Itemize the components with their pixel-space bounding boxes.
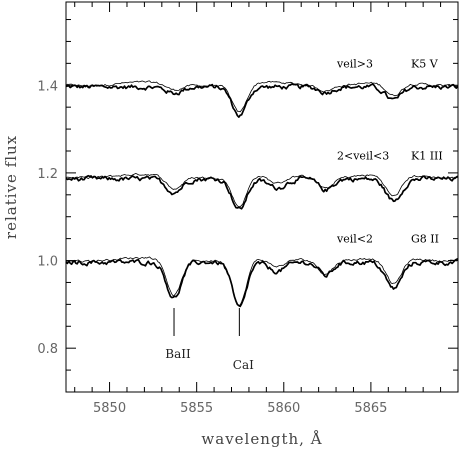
observed-spectrum-0 <box>65 83 459 118</box>
labels: veil>3 K5 V 2<veil<3 K1 III veil<2 G8 II BaII C… <box>165 57 442 372</box>
x-tick-label: 5850 <box>93 401 126 416</box>
veil-label: veil>3 <box>336 57 373 70</box>
template-label: G8 II <box>411 233 439 246</box>
y-axis-title: relative flux <box>2 135 20 239</box>
spectra-series <box>65 80 459 308</box>
template-label: K1 III <box>411 149 443 162</box>
observed-spectrum-1 <box>65 174 459 210</box>
template-spectrum-1 <box>65 172 458 208</box>
x-tick-label: 5865 <box>354 401 387 416</box>
y-tick-label: 1.4 <box>37 79 58 94</box>
plot-frame <box>65 1 459 393</box>
x-tick-label: 5855 <box>180 401 213 416</box>
x-tick-label: 5860 <box>267 401 300 416</box>
y-tick-label: 1.0 <box>37 255 58 270</box>
line-id-label: CaI <box>233 358 254 372</box>
template-spectrum-2 <box>65 256 458 306</box>
template-label: K5 V <box>411 57 439 70</box>
observed-spectrum-2 <box>65 258 459 308</box>
x-axis-title: wavelength, Å <box>201 430 322 448</box>
veil-label: veil<2 <box>336 233 373 246</box>
template-spectrum-0 <box>65 80 458 113</box>
y-tick-label: 1.2 <box>37 167 58 182</box>
veil-label: 2<veil<3 <box>337 149 389 162</box>
y-tick-label: 0.8 <box>37 342 58 357</box>
line-id-label: BaII <box>165 347 191 361</box>
